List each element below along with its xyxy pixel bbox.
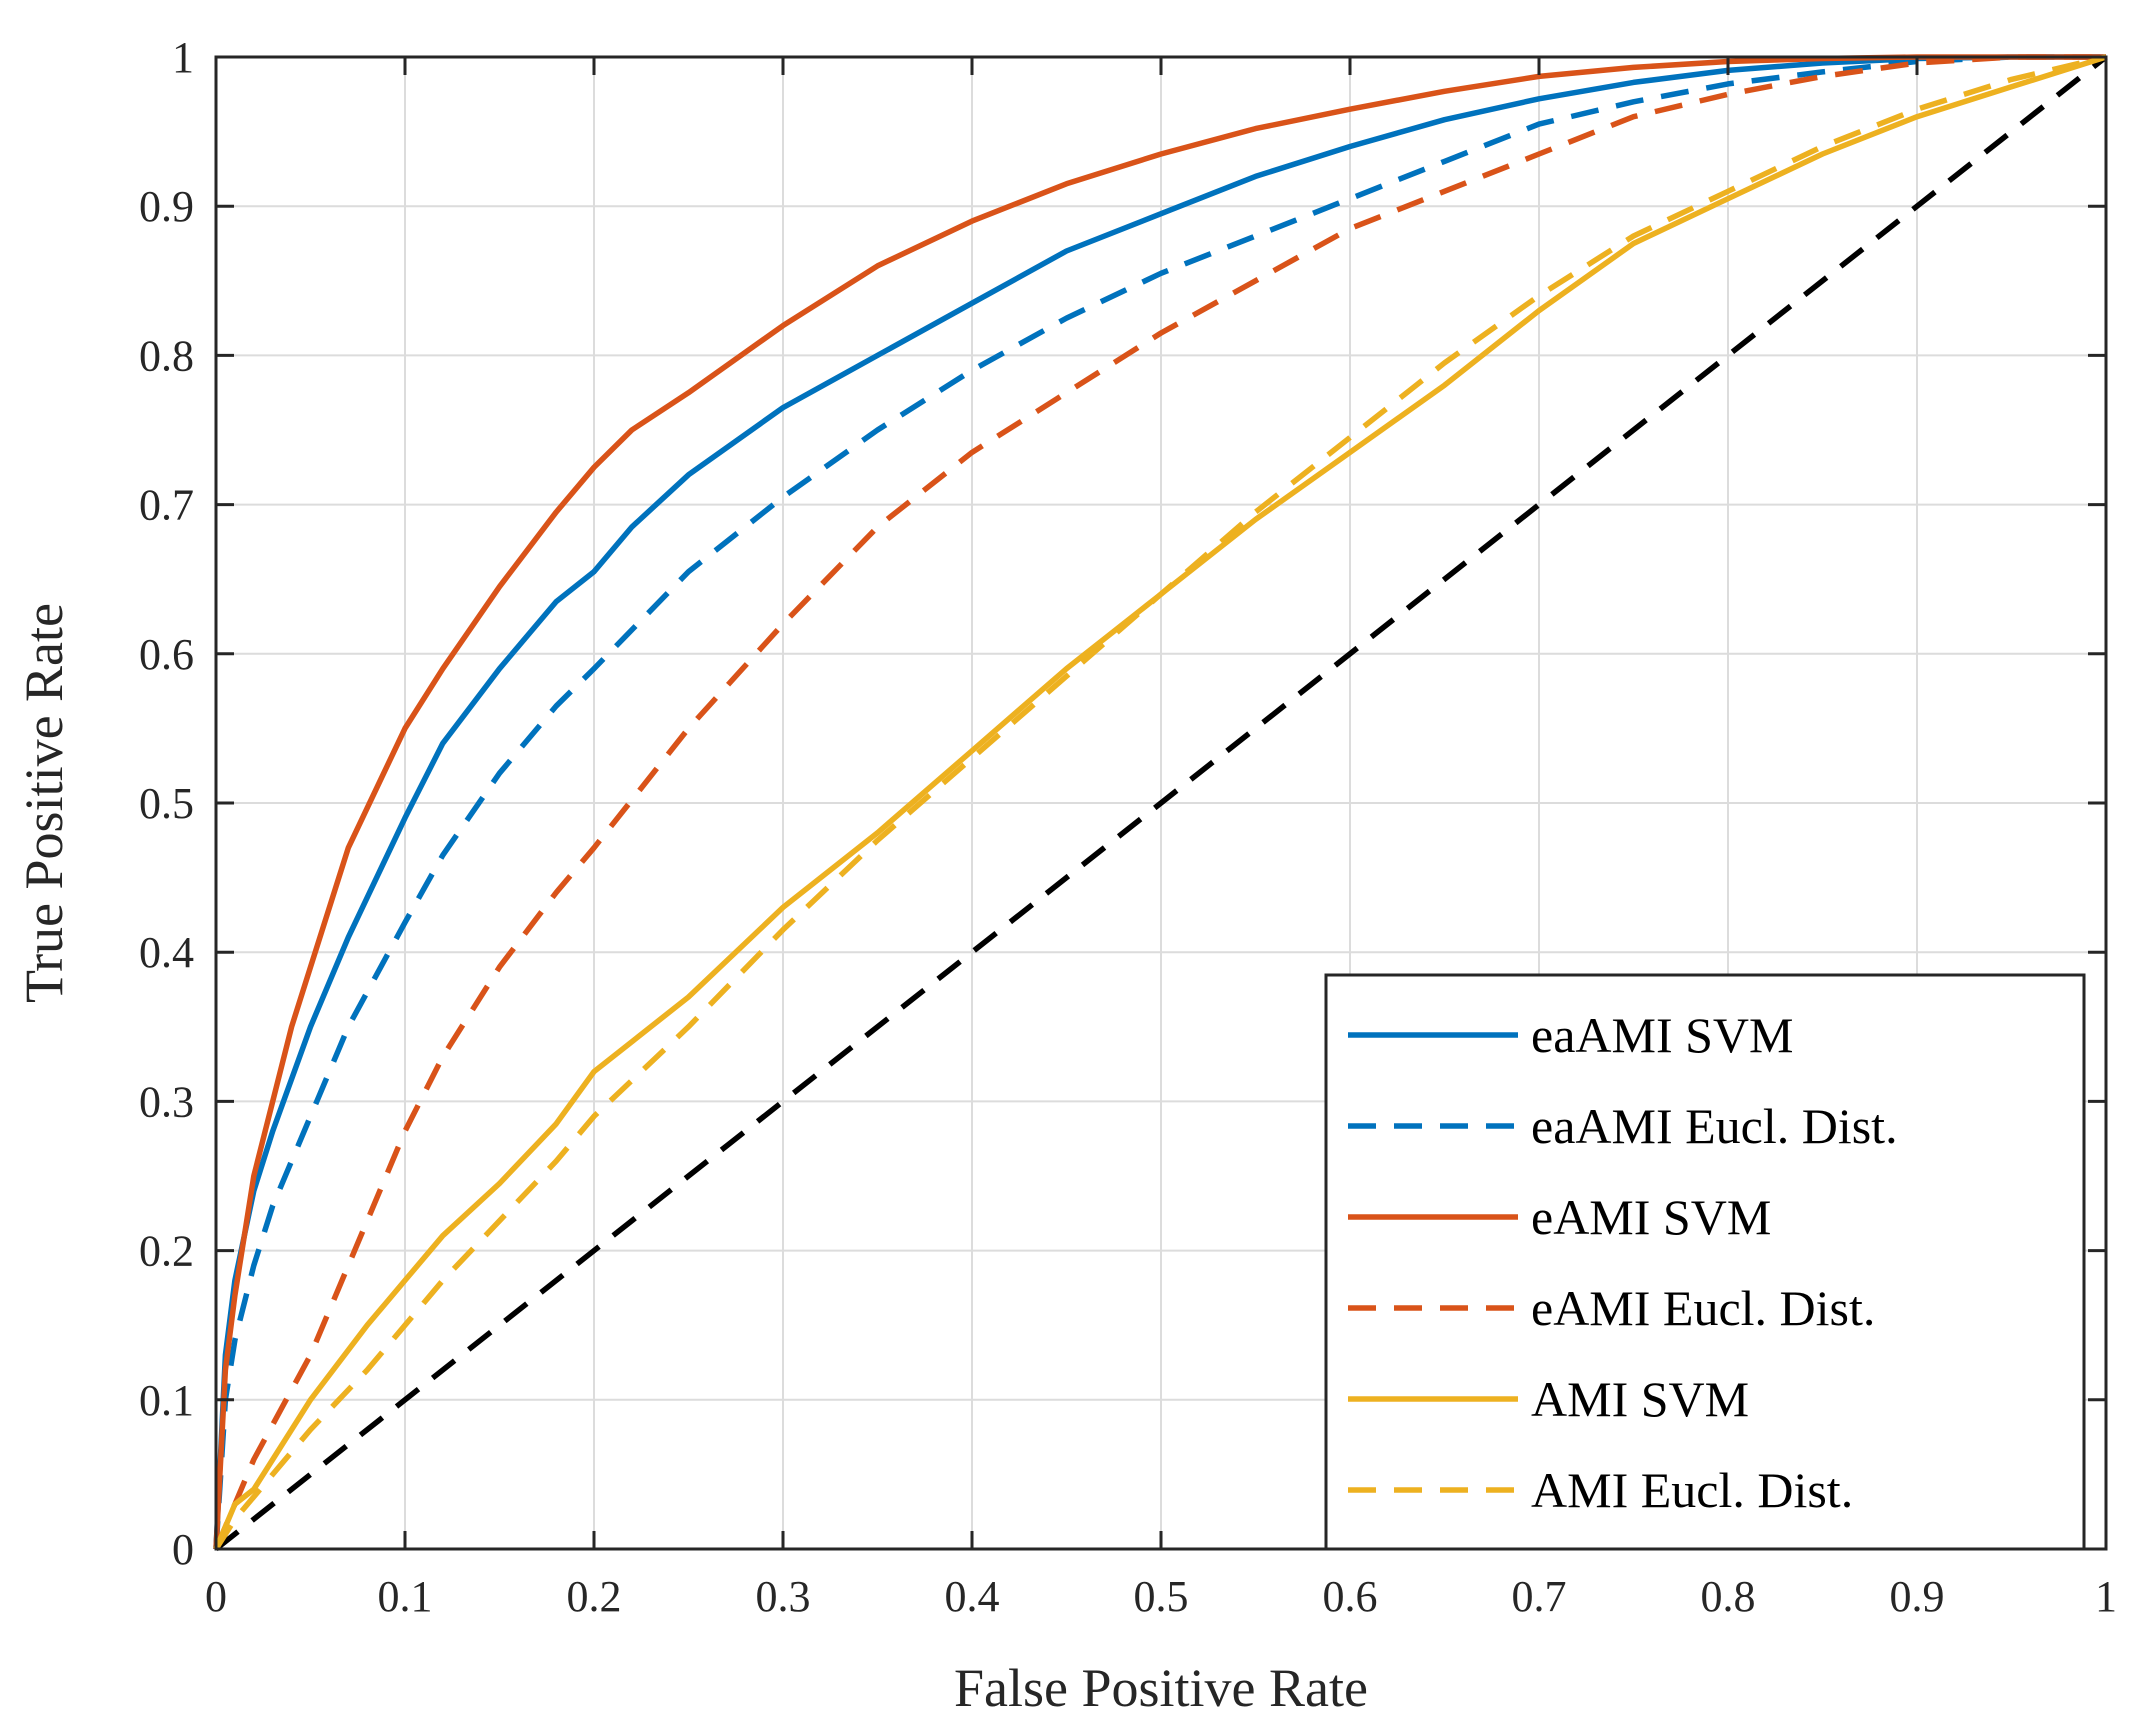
x-axis-title: False Positive Rate bbox=[954, 1658, 1368, 1718]
legend-label-eami-eucl-dist: eAMI Eucl. Dist. bbox=[1531, 1280, 1875, 1336]
series-line-eami-eucl-dist bbox=[213, 54, 2106, 1551]
series-line-eaami-svm bbox=[213, 54, 2106, 1550]
x-tick-labels: 0 0.1 0.2 0.3 0.4 0.5 0.6 0.7 0.8 0.9 1 bbox=[205, 1572, 2117, 1621]
y-tick-label: 0.5 bbox=[139, 779, 194, 828]
legend-label-eami-svm: eAMI SVM bbox=[1531, 1189, 1771, 1245]
plot-area bbox=[213, 54, 2108, 1552]
y-tick-label: 0.3 bbox=[139, 1077, 194, 1126]
legend-box bbox=[1324, 973, 2086, 1551]
series-line-eami-svm bbox=[213, 54, 2106, 1550]
y-tick-labels: 0 0.1 0.2 0.3 0.4 0.5 0.6 0.7 0.8 0.9 1 bbox=[139, 33, 194, 1574]
y-tick-label: 0.2 bbox=[139, 1227, 194, 1276]
x-tick-label: 0 bbox=[205, 1572, 227, 1621]
x-tick-label: 0.2 bbox=[567, 1572, 622, 1621]
x-tick-label: 0.1 bbox=[378, 1572, 433, 1621]
x-tick-label: 1 bbox=[2095, 1572, 2117, 1621]
x-tick-label: 0.3 bbox=[756, 1572, 811, 1621]
y-tick-label: 0.4 bbox=[139, 928, 194, 977]
y-tick-label: 0.9 bbox=[139, 182, 194, 231]
x-tick-label: 0.4 bbox=[945, 1572, 1000, 1621]
x-tick-label: 0.9 bbox=[1890, 1572, 1945, 1621]
legend-label-eaami-svm: eaAMI SVM bbox=[1531, 1007, 1793, 1063]
y-tick-label: 1 bbox=[172, 33, 194, 82]
y-tick-label: 0.7 bbox=[139, 481, 194, 530]
x-tick-label: 0.5 bbox=[1134, 1572, 1189, 1621]
series-line-ami-svm bbox=[213, 54, 2107, 1551]
y-tick-label: 0 bbox=[172, 1525, 194, 1574]
y-tick-label: 0.8 bbox=[139, 331, 194, 380]
x-tick-label: 0.8 bbox=[1701, 1572, 1756, 1621]
y-tick-label: 0.1 bbox=[139, 1376, 194, 1425]
x-tick-label: 0.6 bbox=[1323, 1572, 1378, 1621]
legend-label-eaami-eucl-dist: eaAMI Eucl. Dist. bbox=[1531, 1098, 1898, 1154]
series-line-ami-eucl-dist bbox=[213, 54, 2107, 1551]
legend: eaAMI SVM eaAMI Eucl. Dist. eAMI SVM eAMI E… bbox=[1324, 973, 2086, 1551]
x-tick-label: 0.7 bbox=[1512, 1572, 1567, 1621]
legend-label-ami-eucl-dist: AMI Eucl. Dist. bbox=[1531, 1462, 1853, 1518]
y-axis-title: True Positive Rate bbox=[14, 603, 74, 1003]
series-line-chance bbox=[214, 54, 2108, 1552]
series-line-eaami-eucl-dist bbox=[213, 54, 2106, 1550]
legend-label-ami-svm: AMI SVM bbox=[1531, 1371, 1749, 1427]
y-tick-label: 0.6 bbox=[139, 630, 194, 679]
